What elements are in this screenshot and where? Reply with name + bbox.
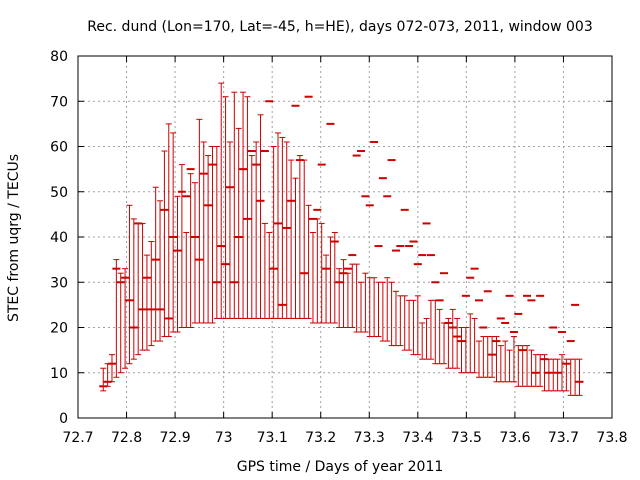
y-tick-label: 40 [50,230,68,246]
y-tick-label: 10 [50,366,68,382]
y-tick-label: 20 [50,321,68,337]
y-tick-label: 80 [50,49,68,65]
x-tick-label: 73.7 [548,430,579,446]
x-tick-label: 73.2 [305,430,336,446]
grid-lines [78,56,612,418]
x-tick-label: 72.9 [160,430,191,446]
x-axis-label: GPS time / Days of year 2011 [237,459,444,475]
x-tick-label: 73.8 [596,430,627,446]
x-tick-label: 73 [215,430,233,446]
x-tick-label: 72.8 [111,430,142,446]
axis-ticks: 72.7 72.8 72.9 73 73.1 73.2 73.3 73.4 73.5 73.6 73… [50,49,627,446]
y-tick-label: 30 [50,275,68,291]
x-tick-label: 73.6 [499,430,530,446]
chart-title: Rec. dund (Lon=170, Lat=-45, h=HE), days… [87,19,593,35]
x-tick-label: 72.7 [62,430,93,446]
x-tick-label: 73.4 [402,430,433,446]
x-tick-label: 73.3 [354,430,385,446]
y-tick-label: 70 [50,94,68,110]
y-tick-label: 50 [50,185,68,201]
x-tick-label: 73.5 [451,430,482,446]
x-tick-label: 73.1 [257,430,288,446]
y-tick-label: 60 [50,140,68,156]
data-marks [99,82,584,396]
y-tick-label: 0 [59,411,68,427]
y-axis-label: STEC from uqrg / TECUs [6,154,22,322]
